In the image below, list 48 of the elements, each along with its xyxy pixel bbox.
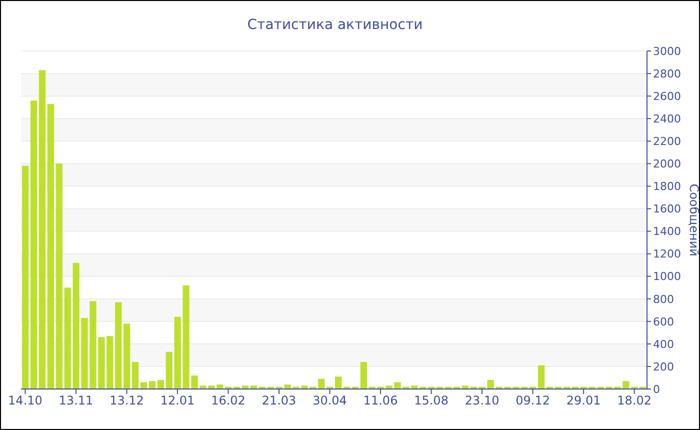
- bar: [56, 164, 62, 389]
- x-tick-label: 30.04: [312, 394, 347, 408]
- x-tick-label: 21.03: [262, 394, 296, 408]
- bar: [538, 365, 545, 389]
- bar: [132, 362, 139, 389]
- x-tick-label: 15.08: [414, 394, 448, 408]
- x-tick-label: 11.06: [363, 394, 398, 408]
- y-tick-label: 2200: [653, 135, 681, 148]
- bar: [30, 100, 38, 389]
- bar: [157, 380, 164, 389]
- x-tick-label: 13.12: [110, 394, 144, 408]
- bar: [22, 166, 29, 389]
- bar: [38, 70, 46, 389]
- y-tick-label: 600: [653, 315, 674, 328]
- bar: [166, 352, 172, 389]
- y-tick-label: 400: [653, 338, 674, 351]
- y-tick-label: 2400: [653, 112, 681, 126]
- x-tick-label: 18.02: [617, 394, 652, 408]
- y-tick-label: 1200: [653, 248, 681, 261]
- bar: [115, 302, 122, 389]
- y-tick-label: 1000: [653, 270, 681, 284]
- y-tick-label: 1800: [653, 180, 681, 194]
- y-tick-label: 200: [653, 360, 674, 374]
- bar: [335, 376, 342, 389]
- y-tick-label: 2000: [653, 158, 681, 171]
- x-tick-label: 14.10: [8, 394, 42, 408]
- y-tick-label: 1600: [653, 202, 681, 216]
- bar: [360, 362, 367, 389]
- y-axis-title: Сообщений: [687, 184, 700, 256]
- y-tick-label: 0: [653, 382, 660, 396]
- chart-title: Статистика активности: [246, 17, 424, 33]
- bar: [124, 324, 130, 389]
- bar: [47, 104, 54, 389]
- bar: [140, 382, 148, 389]
- x-tick-label: 09.12: [516, 394, 550, 408]
- bar: [64, 288, 71, 389]
- bar: [318, 378, 325, 389]
- y-tick-label: 2600: [653, 90, 681, 103]
- x-tick-label: 23.10: [464, 394, 500, 408]
- x-tick-label: 29.01: [566, 394, 601, 408]
- y-tick-label: 800: [653, 292, 674, 306]
- y-tick-label: 1400: [653, 225, 681, 238]
- y-tick-label: 2800: [653, 67, 681, 80]
- bar: [148, 381, 156, 389]
- x-tick-label: 16.02: [211, 394, 246, 408]
- x-tick-label: 13.11: [58, 394, 94, 408]
- y-tick-label: 3000: [653, 44, 681, 58]
- x-tick-label: 12.01: [160, 394, 195, 408]
